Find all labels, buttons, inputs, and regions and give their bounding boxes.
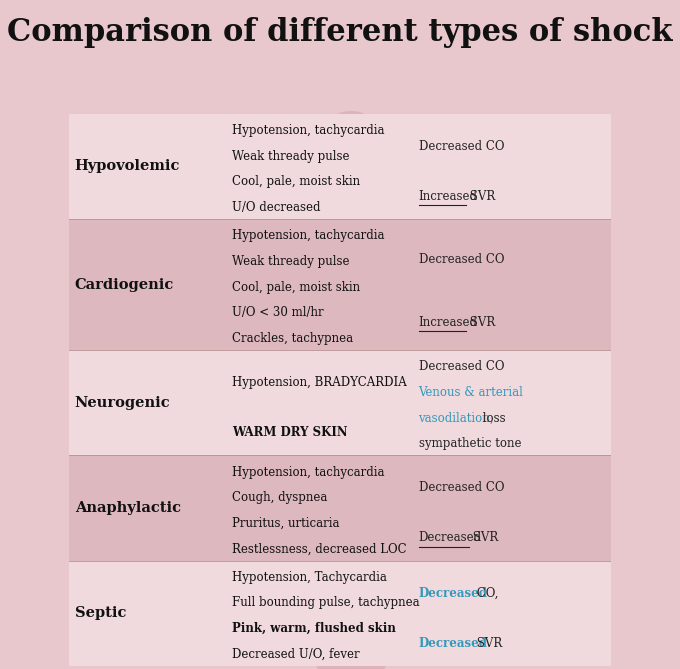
Text: Cough, dyspnea: Cough, dyspnea (232, 491, 327, 504)
Text: Decreased: Decreased (418, 587, 488, 599)
Text: sympathetic tone: sympathetic tone (418, 438, 521, 450)
Text: Weak thready pulse: Weak thready pulse (232, 150, 350, 163)
Text: CO,: CO, (473, 587, 499, 599)
Text: Hypotension, tachycardia: Hypotension, tachycardia (232, 124, 384, 137)
Text: SVR: SVR (469, 531, 498, 545)
Text: Anaphylactic: Anaphylactic (75, 501, 181, 515)
Text: Weak thready pulse: Weak thready pulse (232, 255, 350, 268)
Text: Hypotension, BRADYCARDIA: Hypotension, BRADYCARDIA (232, 376, 407, 389)
Text: Hypovolemic: Hypovolemic (75, 159, 180, 173)
Text: SVR: SVR (473, 637, 503, 650)
FancyBboxPatch shape (69, 561, 611, 666)
FancyBboxPatch shape (69, 456, 611, 561)
Text: Decreased: Decreased (418, 531, 481, 545)
Text: Decreased U/O, fever: Decreased U/O, fever (232, 648, 359, 660)
Text: SVR: SVR (466, 316, 495, 328)
Text: Pink, warm, flushed skin: Pink, warm, flushed skin (232, 622, 396, 635)
Text: Cool, pale, moist skin: Cool, pale, moist skin (232, 175, 360, 188)
Text: Increased: Increased (418, 316, 477, 328)
Text: SVR: SVR (466, 190, 495, 203)
Text: Decreased CO: Decreased CO (418, 140, 504, 153)
Text: Hypotension, tachycardia: Hypotension, tachycardia (232, 229, 384, 242)
Text: Cardiogenic: Cardiogenic (75, 278, 174, 292)
Text: Decreased CO: Decreased CO (418, 361, 504, 373)
Text: vasodilation,: vasodilation, (418, 411, 494, 425)
Text: Decreased: Decreased (418, 637, 488, 650)
Text: Septic: Septic (75, 606, 126, 620)
Text: Pruritus, urticaria: Pruritus, urticaria (232, 517, 339, 530)
Text: Hypotension, tachycardia: Hypotension, tachycardia (232, 466, 384, 478)
Text: Full bounding pulse, tachypnea: Full bounding pulse, tachypnea (232, 596, 420, 609)
Text: loss: loss (479, 411, 505, 425)
Text: Neurogenic: Neurogenic (75, 396, 170, 410)
Text: Hypotension, Tachycardia: Hypotension, Tachycardia (232, 571, 386, 583)
Text: Restlessness, decreased LOC: Restlessness, decreased LOC (232, 543, 407, 555)
FancyBboxPatch shape (69, 219, 611, 351)
Text: Decreased CO: Decreased CO (418, 482, 504, 494)
Text: WARM DRY SKIN: WARM DRY SKIN (232, 426, 347, 440)
Text: Venous & arterial: Venous & arterial (418, 386, 524, 399)
Text: Crackles, tachypnea: Crackles, tachypnea (232, 332, 353, 345)
Text: Comparison of different types of shock: Comparison of different types of shock (7, 17, 673, 47)
Text: Increased: Increased (418, 190, 477, 203)
Text: U/O decreased: U/O decreased (232, 201, 320, 214)
Text: U/O < 30 ml/hr: U/O < 30 ml/hr (232, 306, 323, 319)
Text: Decreased CO: Decreased CO (418, 253, 504, 266)
FancyBboxPatch shape (69, 351, 611, 456)
Text: Cool, pale, moist skin: Cool, pale, moist skin (232, 280, 360, 294)
FancyBboxPatch shape (69, 114, 611, 219)
